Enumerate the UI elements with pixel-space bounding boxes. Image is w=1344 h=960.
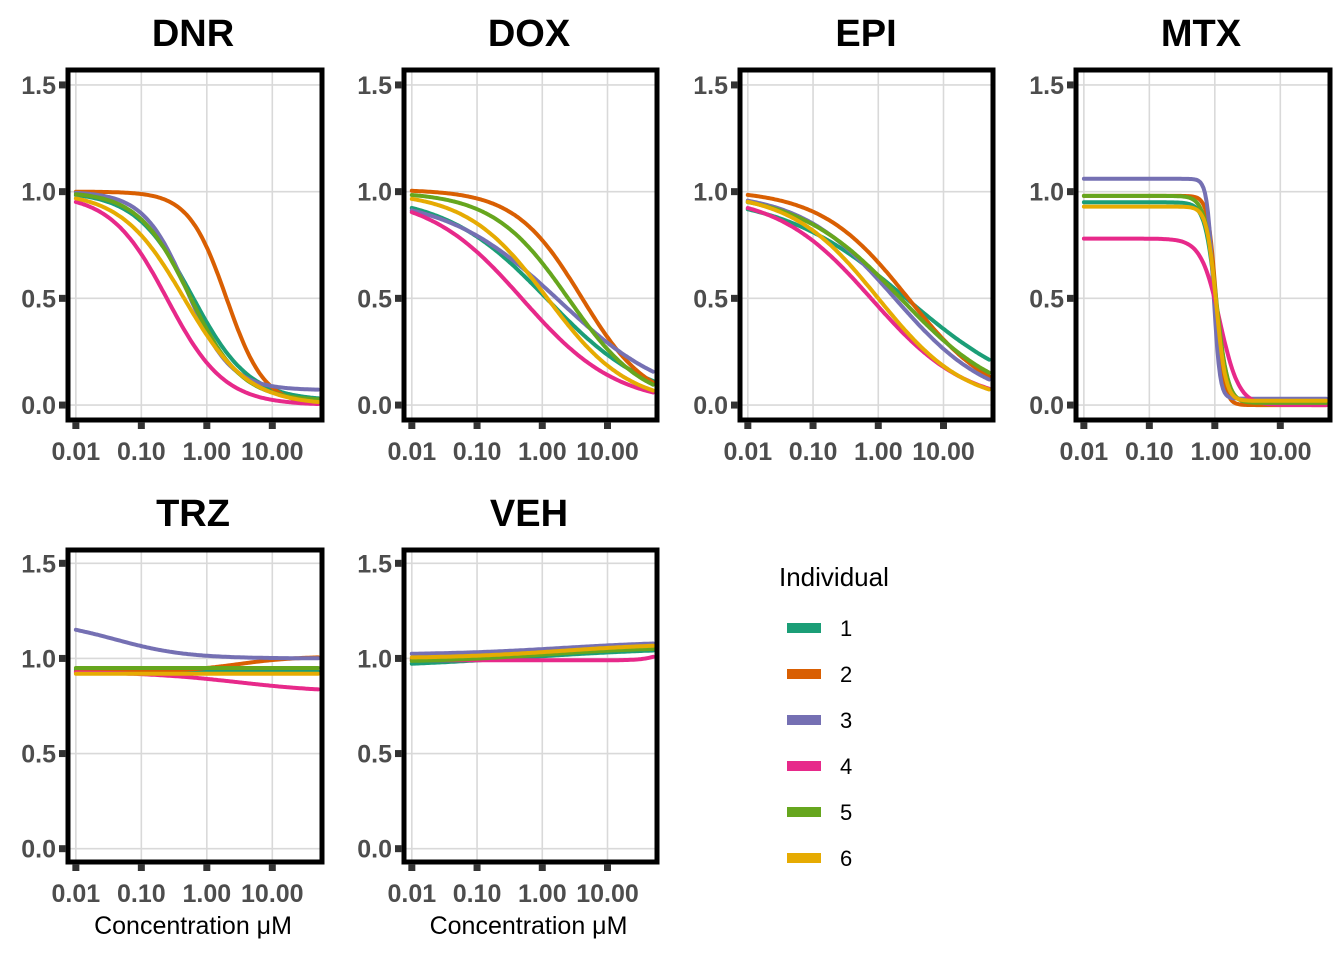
y-tick-label: 0.5: [693, 285, 728, 313]
x-tick-label: 1.00: [1190, 438, 1239, 466]
series-line-individual-2: [73, 189, 321, 406]
x-tick-label: 0.10: [117, 438, 166, 466]
y-tick-label: 1.0: [21, 179, 56, 207]
panel-dox: 0.0 0.5 1.0 1.5 0.01 0.10 1.00 10.00 DOX: [357, 13, 660, 466]
series-line-individual-6: [1081, 204, 1329, 403]
y-tick-label: 0.5: [357, 741, 392, 769]
panel-border: [65, 67, 325, 423]
series-line-individual-5: [745, 200, 992, 375]
x-tick-label: 1.00: [182, 880, 231, 908]
x-tick-label: 10.00: [1249, 438, 1312, 466]
series-line-individual-3: [1081, 176, 1329, 401]
legend-label-6: 6: [840, 846, 852, 871]
x-tick-label: 10.00: [241, 880, 304, 908]
panel-border: [1073, 67, 1333, 423]
series-line-individual-6: [409, 643, 656, 660]
panel-border: [401, 547, 660, 865]
x-tick-label: 0.10: [453, 880, 502, 908]
panel-trz: 0.0 0.5 1.0 1.5 0.01 0.10 1.00 10.00 TRZ Concentr…: [21, 493, 325, 940]
y-tick-label: 1.0: [693, 179, 728, 207]
x-tick-label: 10.00: [241, 438, 304, 466]
x-tick-label: 0.01: [52, 438, 101, 466]
series-line-individual-5: [409, 193, 656, 387]
x-tick-label: 1.00: [518, 438, 567, 466]
series-line-individual-1: [409, 205, 656, 383]
series-line-individual-4: [73, 199, 321, 406]
y-tick-label: 0.0: [1029, 392, 1064, 420]
y-tick-label: 1.5: [693, 72, 728, 100]
x-tick-label: 0.01: [387, 438, 436, 466]
x-tick-label: 1.00: [854, 438, 903, 466]
panel-veh: 0.0 0.5 1.0 1.5 0.01 0.10 1.00 10.00 VEH Concentr…: [357, 493, 660, 940]
panel-title: DNR: [152, 13, 234, 55]
x-tick-label: 0.10: [453, 438, 502, 466]
panel-border: [401, 67, 660, 423]
panel-border: [65, 547, 325, 865]
series-line-individual-3: [73, 627, 321, 661]
x-tick-label: 10.00: [576, 438, 639, 466]
x-tick-label: 1.00: [518, 880, 567, 908]
y-tick-label: 0.5: [21, 741, 56, 769]
y-tick-label: 0.5: [21, 285, 56, 313]
legend-label-3: 3: [840, 708, 852, 733]
y-tick-label: 1.5: [357, 550, 392, 578]
legend-label-4: 4: [840, 754, 852, 779]
panel-title: TRZ: [156, 493, 230, 535]
series-line-individual-5: [409, 646, 656, 663]
legend-label-1: 1: [840, 616, 852, 641]
y-tick-label: 1.5: [21, 72, 56, 100]
x-tick-label: 0.10: [117, 880, 166, 908]
panel-title: DOX: [488, 13, 571, 55]
x-tick-label: 0.01: [387, 880, 436, 908]
y-tick-label: 1.0: [21, 645, 56, 673]
y-tick-label: 1.0: [357, 645, 392, 673]
panel-dnr: 0.0 0.5 1.0 1.5 0.01 0.10 1.00 10.00 DNR: [21, 13, 325, 466]
legend-label-5: 5: [840, 800, 852, 825]
panel-title: EPI: [835, 13, 896, 55]
x-axis-title: Concentration μM: [94, 912, 292, 940]
legend-label-2: 2: [840, 662, 852, 687]
series-line-individual-3: [745, 198, 992, 382]
y-tick-label: 1.5: [21, 550, 56, 578]
y-tick-label: 1.0: [357, 179, 392, 207]
series-line-individual-6: [745, 199, 992, 392]
panel-mtx: 0.0 0.5 1.0 1.5 0.01 0.10 1.00 10.00 MTX: [1029, 13, 1333, 466]
x-tick-label: 1.00: [182, 438, 231, 466]
y-tick-label: 0.0: [21, 836, 56, 864]
y-tick-label: 1.5: [357, 72, 392, 100]
x-tick-label: 0.01: [52, 880, 101, 908]
series-line-individual-6: [73, 196, 321, 404]
y-tick-label: 1.0: [1029, 179, 1064, 207]
x-tick-label: 0.10: [789, 438, 838, 466]
series-line-individual-1: [1081, 200, 1329, 405]
x-tick-label: 0.10: [1125, 438, 1174, 466]
x-tick-label: 0.01: [1060, 438, 1109, 466]
x-tick-label: 10.00: [576, 880, 639, 908]
legend: Individual 1 2 3 4 5 6: [779, 562, 889, 871]
y-tick-label: 0.0: [21, 392, 56, 420]
panel-title: VEH: [490, 493, 568, 535]
y-tick-label: 1.5: [1029, 72, 1064, 100]
panel-title: MTX: [1161, 13, 1242, 55]
y-tick-label: 0.5: [1029, 285, 1064, 313]
series-line-individual-4: [1081, 236, 1329, 408]
y-tick-label: 0.0: [357, 392, 392, 420]
x-axis-title: Concentration μM: [430, 912, 628, 940]
panel-border: [737, 67, 996, 423]
x-tick-label: 0.01: [723, 438, 772, 466]
x-tick-label: 10.00: [912, 438, 975, 466]
series-line-individual-6: [409, 196, 656, 393]
series-line-individual-3: [409, 641, 656, 656]
legend-title: Individual: [779, 562, 889, 592]
series-line-individual-4: [409, 210, 656, 395]
y-tick-label: 0.5: [357, 285, 392, 313]
y-tick-label: 0.0: [357, 836, 392, 864]
y-tick-label: 0.0: [693, 392, 728, 420]
series-line-individual-3: [409, 208, 656, 374]
panel-epi: 0.0 0.5 1.0 1.5 0.01 0.10 1.00 10.00 EPI: [693, 13, 996, 466]
